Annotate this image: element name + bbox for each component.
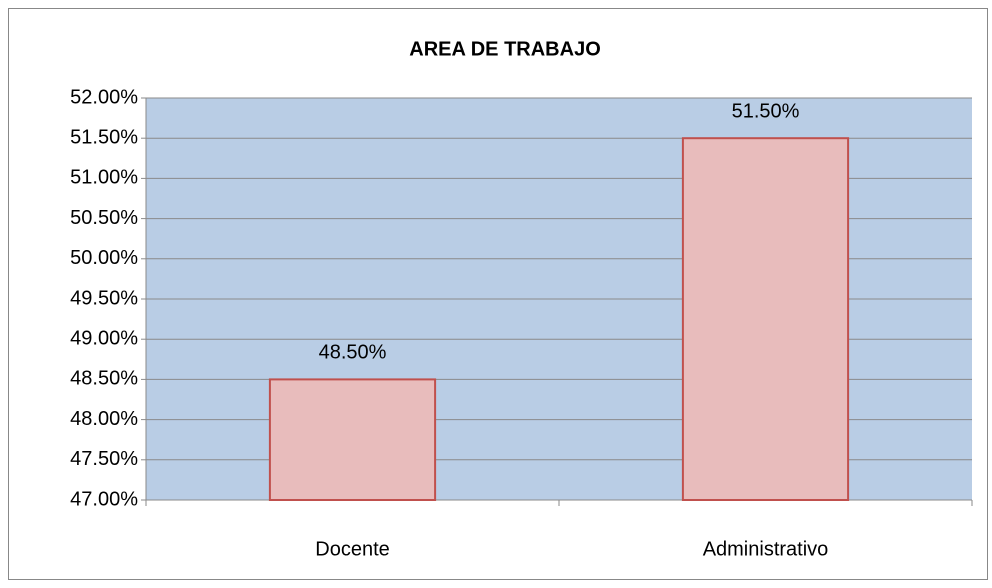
y-tick-label: 50.00%: [70, 247, 138, 269]
y-tick-label: 48.50%: [70, 368, 138, 390]
y-tick-label: 47.50%: [70, 448, 138, 470]
y-tick-label: 49.00%: [70, 327, 138, 349]
x-tick-label: Administrativo: [703, 538, 829, 560]
y-tick-label: 47.00%: [70, 488, 138, 510]
data-label: 48.50%: [319, 342, 387, 364]
x-tick-label: Docente: [315, 538, 390, 560]
bar: [268, 378, 437, 501]
y-tick-label: 51.50%: [70, 126, 138, 148]
bar: [681, 137, 850, 501]
y-tick-label: 52.00%: [70, 86, 138, 108]
y-tick-label: 48.00%: [70, 408, 138, 430]
data-label: 51.50%: [732, 100, 800, 122]
chart-title: AREA DE TRABAJO: [409, 38, 601, 60]
y-tick-label: 51.00%: [70, 167, 138, 189]
y-tick-label: 49.50%: [70, 287, 138, 309]
y-tick-label: 50.50%: [70, 207, 138, 229]
